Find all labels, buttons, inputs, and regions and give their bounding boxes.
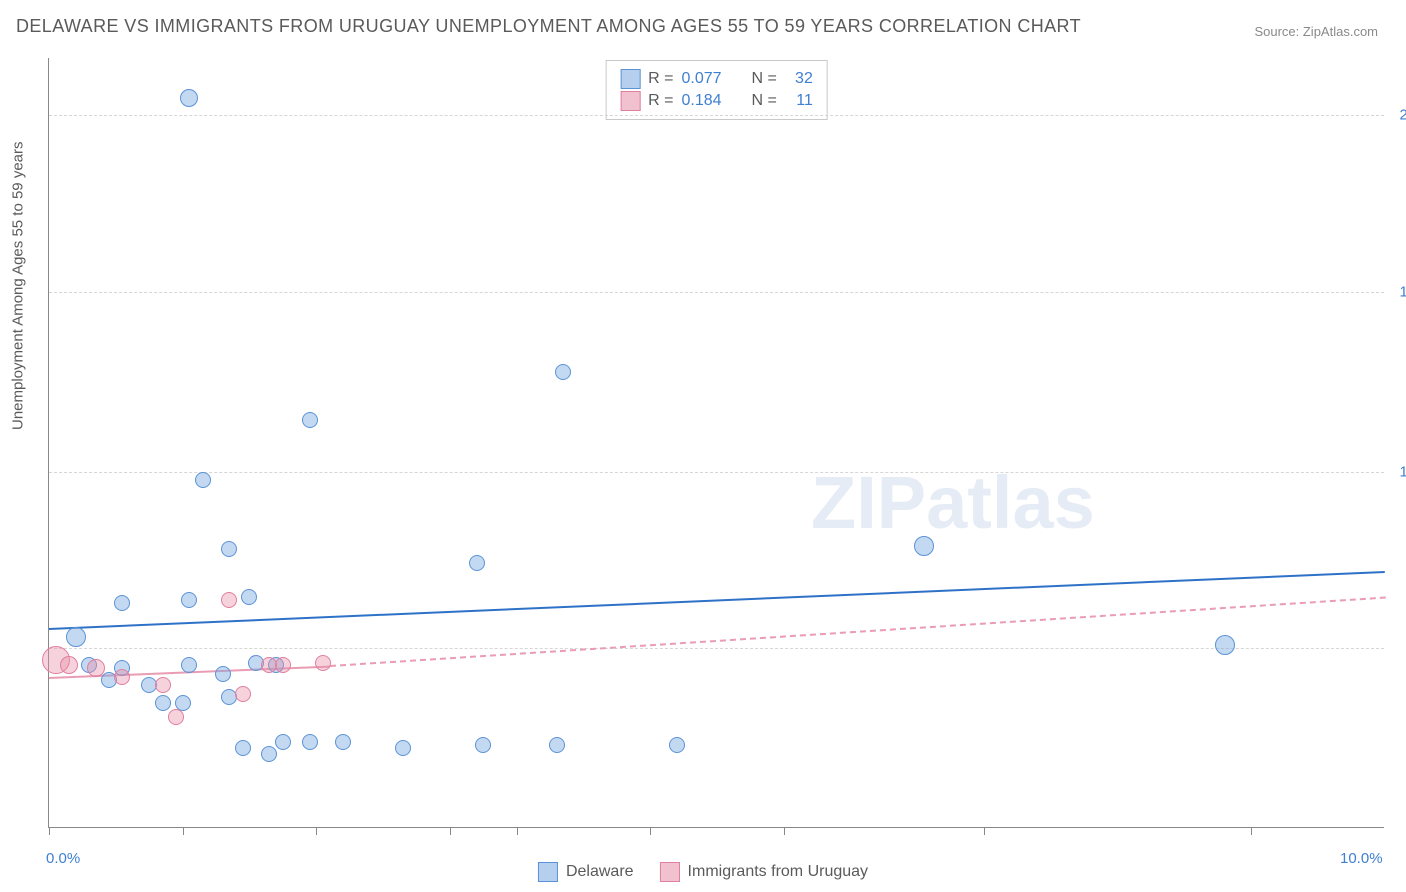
data-point [180, 89, 198, 107]
data-point [195, 472, 211, 488]
data-point [549, 737, 565, 753]
data-point [555, 364, 571, 380]
x-tick [784, 827, 785, 835]
data-point [235, 740, 251, 756]
data-point [60, 656, 78, 674]
n-value: 11 [785, 92, 813, 110]
data-point [241, 589, 257, 605]
data-point [114, 669, 130, 685]
data-point [914, 536, 934, 556]
data-point [181, 592, 197, 608]
n-label: N = [752, 70, 777, 88]
x-tick [984, 827, 985, 835]
gridline [49, 472, 1384, 473]
gridline [49, 292, 1384, 293]
legend-correlation: R = 0.077 N = 32 R = 0.184 N = 11 [605, 60, 828, 120]
data-point [87, 659, 105, 677]
legend-series: Delaware Immigrants from Uruguay [538, 862, 868, 882]
r-value: 0.077 [682, 70, 734, 88]
legend-label: Delaware [566, 863, 634, 881]
legend-swatch [620, 91, 640, 111]
legend-row: R = 0.184 N = 11 [620, 91, 813, 111]
data-point [66, 627, 86, 647]
legend-swatch [660, 862, 680, 882]
y-tick-label: 18.8% [1399, 283, 1406, 300]
data-point [275, 734, 291, 750]
legend-row: R = 0.077 N = 32 [620, 69, 813, 89]
x-tick [183, 827, 184, 835]
legend-item: Delaware [538, 862, 634, 882]
n-value: 32 [785, 70, 813, 88]
plot-area: ZIPatlas R =0.077N =32R =0.184N =11 6.3%… [48, 58, 1384, 828]
legend-swatch [620, 69, 640, 89]
watermark: ZIPatlas [811, 460, 1095, 545]
x-tick [1251, 827, 1252, 835]
data-point [475, 737, 491, 753]
x-axis-label: 10.0% [1340, 850, 1383, 867]
y-axis-title: Unemployment Among Ages 55 to 59 years [10, 141, 27, 430]
data-point [215, 666, 231, 682]
y-tick-label: 25.0% [1399, 107, 1406, 124]
data-point [302, 412, 318, 428]
source-attribution: Source: ZipAtlas.com [1254, 24, 1378, 39]
trend-line [329, 597, 1385, 667]
data-point [155, 695, 171, 711]
gridline [49, 648, 1384, 649]
n-label: N = [752, 92, 777, 110]
data-point [275, 657, 291, 673]
chart-title: DELAWARE VS IMMIGRANTS FROM URUGUAY UNEM… [16, 16, 1081, 37]
data-point [221, 541, 237, 557]
x-tick [49, 827, 50, 835]
x-tick [650, 827, 651, 835]
data-point [155, 677, 171, 693]
x-tick [450, 827, 451, 835]
data-point [168, 709, 184, 725]
data-point [1215, 635, 1235, 655]
data-point [235, 686, 251, 702]
gridline [49, 115, 1384, 116]
legend-item: Immigrants from Uruguay [660, 862, 869, 882]
data-point [469, 555, 485, 571]
legend-swatch [538, 862, 558, 882]
y-tick-label: 12.5% [1399, 463, 1406, 480]
x-tick [517, 827, 518, 835]
x-axis-label: 0.0% [46, 850, 80, 867]
data-point [114, 595, 130, 611]
data-point [181, 657, 197, 673]
data-point [221, 592, 237, 608]
x-tick [316, 827, 317, 835]
data-point [395, 740, 411, 756]
data-point [315, 655, 331, 671]
data-point [335, 734, 351, 750]
legend-label: Immigrants from Uruguay [688, 863, 869, 881]
r-label: R = [648, 70, 673, 88]
data-point [302, 734, 318, 750]
data-point [261, 746, 277, 762]
data-point [669, 737, 685, 753]
r-label: R = [648, 92, 673, 110]
r-value: 0.184 [682, 92, 734, 110]
